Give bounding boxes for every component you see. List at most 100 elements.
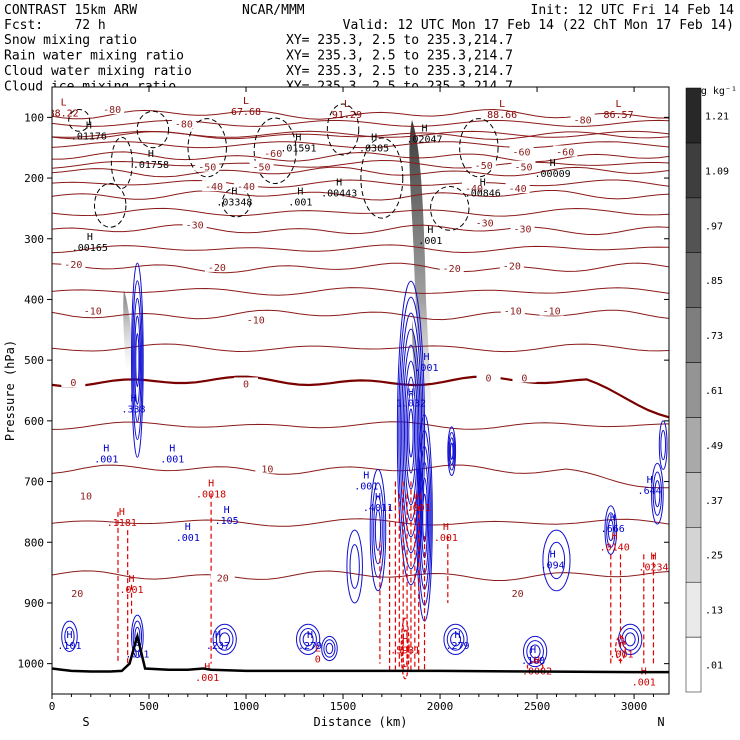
extremum-value: .279: [445, 641, 469, 652]
extremum-marker: H: [307, 630, 313, 641]
isotherm-intermediate: [52, 159, 669, 169]
extremum-marker: H: [422, 123, 428, 134]
y-tick-label: 900: [24, 597, 44, 610]
isotherm-label: -10: [247, 316, 265, 327]
extremum-marker: L: [616, 99, 622, 110]
isotherm--80: [52, 108, 669, 120]
isotherm-label-bg: [261, 146, 286, 158]
extremum-value: .02047: [406, 134, 442, 145]
x-tick-label: 3000: [621, 700, 648, 713]
south-label: S: [82, 715, 89, 729]
extremum-marker: H: [148, 149, 154, 160]
isotherm-label-bg: [512, 371, 537, 383]
legend-xy: XY= 235.3, 2.5 to 235.3,214.7: [286, 64, 513, 79]
x-axis-label: Distance (km): [314, 715, 408, 729]
y-axis-label: Pressure (hPa): [3, 340, 17, 441]
plot-content: -80 -80 -80 -60 -60 -60 -50 -50 -50 -50 -40 -40 -40 -…: [52, 96, 669, 689]
isotherm-label: -80: [103, 105, 121, 116]
extremum-value: .001: [414, 363, 438, 374]
colorbar-segment: [685, 417, 702, 473]
cloud-water-contour: [624, 632, 636, 647]
extremum-value: .00165: [72, 243, 108, 254]
ice-contour: [110, 136, 133, 189]
cloud-water-contour: [321, 635, 338, 662]
extremum-marker: H: [204, 662, 210, 673]
isotherm-label: -60: [513, 148, 531, 159]
isotherm-label-bg: [499, 259, 524, 271]
extremum-marker: H: [612, 531, 618, 542]
legend: Snow mixing ratio XY= 235.3, 2.5 to 235.3…: [4, 33, 513, 95]
extremum-marker: H: [610, 513, 616, 524]
isotherm-labels: -80 -80 -80 -60 -60 -60 -50 -50 -50 -50 -40 -40 -40 -…: [61, 103, 595, 600]
extremum-marker: H: [134, 639, 140, 650]
extremum-value: .001: [288, 198, 312, 209]
colorbar-unit: g kg⁻¹: [701, 86, 737, 97]
extremum-value: .001: [125, 650, 149, 661]
extremum-marker: H: [423, 352, 429, 363]
isotherm-label-bg: [553, 145, 578, 157]
isotherm-intermediate: [52, 287, 669, 296]
extremum-marker: H: [224, 505, 230, 516]
isotherm--50: [52, 166, 669, 178]
cloud-water-contour: [606, 512, 616, 548]
cloud-water-contour: [450, 632, 462, 647]
extremum-value: .5931: [390, 645, 420, 656]
valid-time: Valid: 12 UTC Mon 17 Feb 14 (22 ChT Mon …: [343, 18, 734, 33]
extremum-value: .338: [121, 404, 145, 415]
isotherm-label-bg: [511, 160, 536, 172]
cloud-water-contour: [135, 333, 140, 388]
extremum-marker: H: [66, 630, 72, 641]
cloud-water-contour: [131, 614, 144, 659]
cloud-water-contour: [654, 480, 661, 508]
isotherm-label-bg: [210, 571, 235, 583]
isotherm--20: [52, 262, 669, 274]
isotherm-label: 10: [261, 464, 273, 475]
isotherm-label: -10: [504, 307, 522, 318]
cloud-water-contour: [421, 477, 429, 559]
colorbar-label: .49: [705, 441, 723, 452]
isotherm-label: 10: [80, 492, 92, 503]
cloud-water-contours: [61, 262, 668, 668]
isotherm-label-bg: [500, 304, 525, 316]
extremum-value: .001: [407, 503, 431, 514]
cloud-water-contour: [371, 482, 385, 578]
cloud-water-contour: [396, 280, 426, 586]
isotherm-label-bg: [471, 158, 496, 170]
terrain-line: [52, 631, 669, 674]
isotherm-label: -10: [84, 307, 102, 318]
x-tick-label: 0: [49, 700, 56, 713]
colorbar-segment: [685, 527, 702, 583]
y-tick-label: 100: [24, 111, 44, 124]
extremum-value: .001: [120, 585, 144, 596]
axes: 0 500 1000 1500 2000 2500 30001002003004005006…: [3, 87, 669, 729]
cloud-water-contour: [449, 442, 454, 460]
rain-water-contour: [400, 617, 410, 680]
ice-contour: [253, 117, 297, 185]
extremum-marker: H: [427, 225, 433, 236]
cloud-water-contour: [522, 635, 548, 668]
isotherm-label-bg: [202, 180, 227, 192]
isotherm-label: -80: [574, 115, 592, 126]
ice-contour: [430, 186, 470, 231]
extremum-value: 1.032: [396, 398, 426, 409]
isotherm-label: -30: [186, 220, 204, 231]
extremum-marker: H: [550, 549, 556, 560]
extremum-marker: H: [363, 471, 369, 482]
extremum-value: .094: [541, 560, 565, 571]
colorbar-label: .01: [705, 661, 723, 672]
isotherm-label-bg: [462, 181, 487, 193]
extremum-value: .01176: [71, 131, 107, 142]
isotherm-10: [52, 464, 669, 489]
isotherm--10: [52, 309, 669, 321]
colorbar-label: .37: [705, 496, 723, 507]
isotherm--30: [52, 224, 669, 236]
isotherm-label: -30: [513, 225, 531, 236]
isotherm-label: 0: [521, 373, 527, 384]
x-tick-label: 2500: [524, 700, 551, 713]
extremum-value: 86.57: [603, 110, 633, 121]
extremum-marker: L: [315, 644, 321, 655]
cloud-water-contour: [132, 620, 143, 653]
isotherm-label-bg: [472, 216, 497, 228]
colorbar-label: .85: [705, 276, 723, 287]
extremum-value: .00846: [465, 188, 501, 199]
